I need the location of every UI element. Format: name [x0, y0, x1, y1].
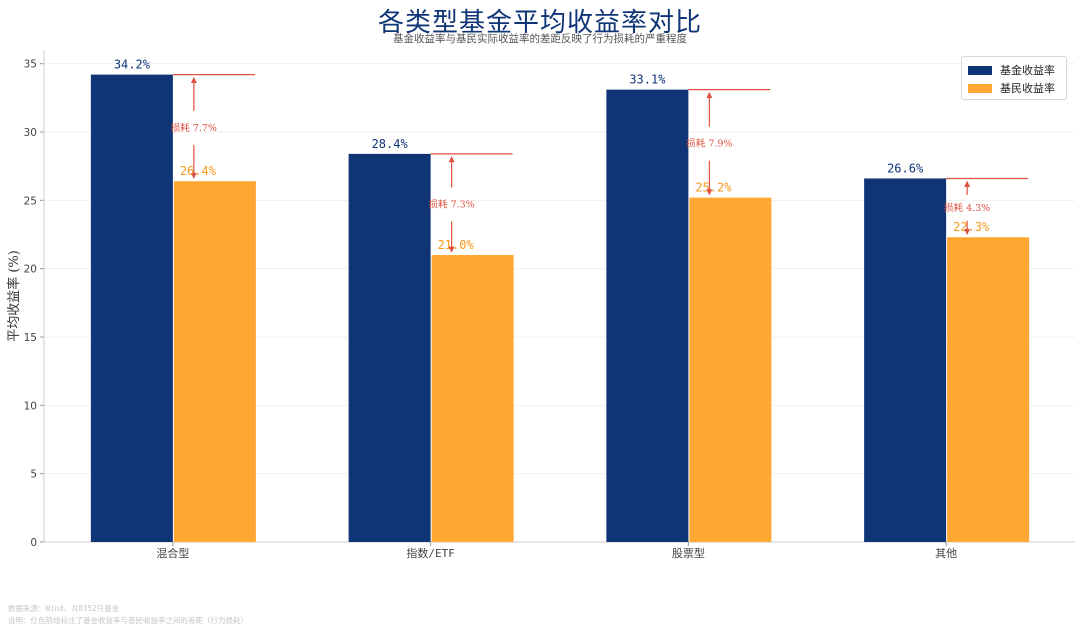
gap-label: 损耗 7.9%	[686, 138, 732, 150]
y-tick-label: 25	[24, 195, 37, 207]
gap-label: 损耗 4.3%	[944, 202, 990, 214]
value-label-fund: 33.1%	[629, 73, 666, 87]
value-label-fund: 28.4%	[372, 137, 409, 151]
x-tick-label: 股票型	[672, 546, 705, 560]
y-tick-label: 15	[24, 332, 37, 344]
y-tick-label: 10	[24, 400, 37, 412]
legend-swatch-investor	[968, 83, 992, 93]
source-note: 数据来源：Wind，共8152只基金	[8, 604, 120, 613]
x-tick-label: 其他	[935, 547, 957, 560]
bar-investor	[173, 181, 256, 542]
bar-investor	[947, 237, 1030, 542]
chart-subtitle: 基金收益率与基民实际收益率的差距反映了行为损耗的严重程度	[393, 33, 687, 45]
legend-item-fund: 基金收益率	[968, 62, 1055, 78]
y-tick-label: 20	[24, 264, 37, 276]
legend-label-fund: 基金收益率	[1000, 64, 1055, 77]
explanation-note: 说明：红色箭线标注了基金收益率与基民收益率之间的差距（行为损耗）	[8, 616, 248, 625]
y-tick-label: 5	[30, 469, 37, 481]
y-tick-label: 30	[24, 127, 37, 139]
bar-fund	[606, 89, 689, 542]
x-tick-label: 指数/ETF	[406, 546, 455, 560]
y-axis-label: 平均收益率 (%)	[6, 250, 22, 342]
value-label-investor: 21.0%	[438, 238, 475, 252]
bar-fund	[864, 178, 947, 542]
value-label-investor: 26.4%	[180, 164, 217, 178]
bar-fund	[90, 74, 173, 542]
legend-item-investor: 基民收益率	[968, 80, 1055, 96]
value-label-investor: 22.3%	[953, 220, 990, 234]
legend-label-investor: 基民收益率	[1000, 82, 1055, 95]
y-tick-label: 35	[24, 59, 37, 71]
y-tick-label: 0	[30, 537, 37, 549]
gap-label: 损耗 7.7%	[171, 122, 217, 134]
bar-investor	[431, 255, 514, 542]
chart-title: 各类型基金平均收益率对比	[377, 8, 702, 38]
bar-fund	[348, 153, 431, 542]
x-tick-label: 混合型	[156, 546, 189, 560]
legend: 基金收益率 基民收益率	[961, 56, 1067, 100]
value-label-fund: 26.6%	[887, 161, 924, 175]
bar-investor	[689, 197, 772, 542]
value-label-investor: 25.2%	[695, 181, 732, 195]
gap-label: 损耗 7.3%	[429, 198, 475, 210]
legend-swatch-fund	[968, 65, 992, 75]
value-label-fund: 34.2%	[114, 58, 151, 72]
